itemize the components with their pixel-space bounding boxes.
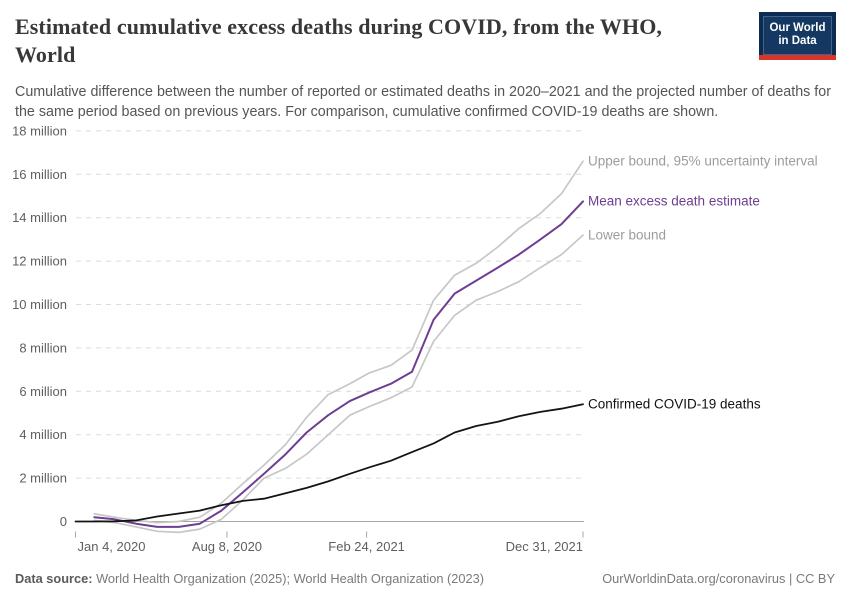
owid-logo-red-bar: [759, 55, 836, 60]
x-tick-label-3: Dec 31, 2021: [506, 539, 583, 554]
x-tick-label-0: Jan 4, 2020: [78, 539, 146, 554]
y-tick-label-14: 14 million: [12, 210, 67, 225]
data-source-note: Data source: World Health Organization (…: [15, 571, 484, 586]
y-tick-label-18: 18 million: [12, 123, 67, 138]
series-line-mean-excess: [93, 200, 584, 528]
owid-license-link[interactable]: OurWorldinData.org/coronavirus | CC BY: [602, 570, 835, 586]
y-tick-label-0: 0: [60, 514, 67, 529]
y-tick-label-16: 16 million: [12, 167, 67, 182]
series-label-lower-bound: Lower bound: [588, 227, 666, 242]
y-tick-label-8: 8 million: [19, 340, 67, 355]
chart-subtitle: Cumulative difference between the number…: [15, 84, 831, 120]
data-source-label: Data source:: [15, 570, 93, 586]
series-label-confirmed-deaths: Confirmed COVID-19 deaths: [588, 397, 761, 412]
x-tick-label-1: Aug 8, 2020: [192, 539, 262, 554]
y-tick-label-6: 6 million: [19, 384, 67, 399]
y-tick-label-4: 4 million: [19, 427, 67, 442]
owid-logo-text: Our World in Data: [763, 16, 832, 55]
chart-footer: Data source: World Health Organization (…: [15, 565, 835, 591]
page-title: Estimated cumulative excess deaths durin…: [15, 13, 765, 69]
owid-logo-line-2: in Data: [778, 35, 817, 47]
page-title-line-1: Estimated cumulative excess deaths durin…: [15, 14, 663, 39]
y-tick-label-12: 12 million: [12, 254, 67, 269]
series-label-mean-excess: Mean excess death estimate: [588, 194, 760, 209]
series-line-confirmed-deaths: [74, 403, 584, 523]
owid-logo: Our World in Data: [759, 12, 836, 60]
y-tick-label-2: 2 million: [19, 471, 67, 486]
page-title-line-2: World: [15, 42, 76, 67]
series-line-lower-bound: [93, 234, 584, 534]
x-tick-label-2: Feb 24, 2021: [328, 539, 405, 554]
series-label-upper-bound: Upper bound, 95% uncertainty interval: [588, 153, 818, 168]
data-source-value: World Health Organization (2025); World …: [92, 570, 484, 586]
series-line-upper-bound: [93, 160, 584, 524]
y-tick-label-10: 10 million: [12, 297, 67, 312]
owid-logo-line-1: Our World: [769, 22, 826, 34]
